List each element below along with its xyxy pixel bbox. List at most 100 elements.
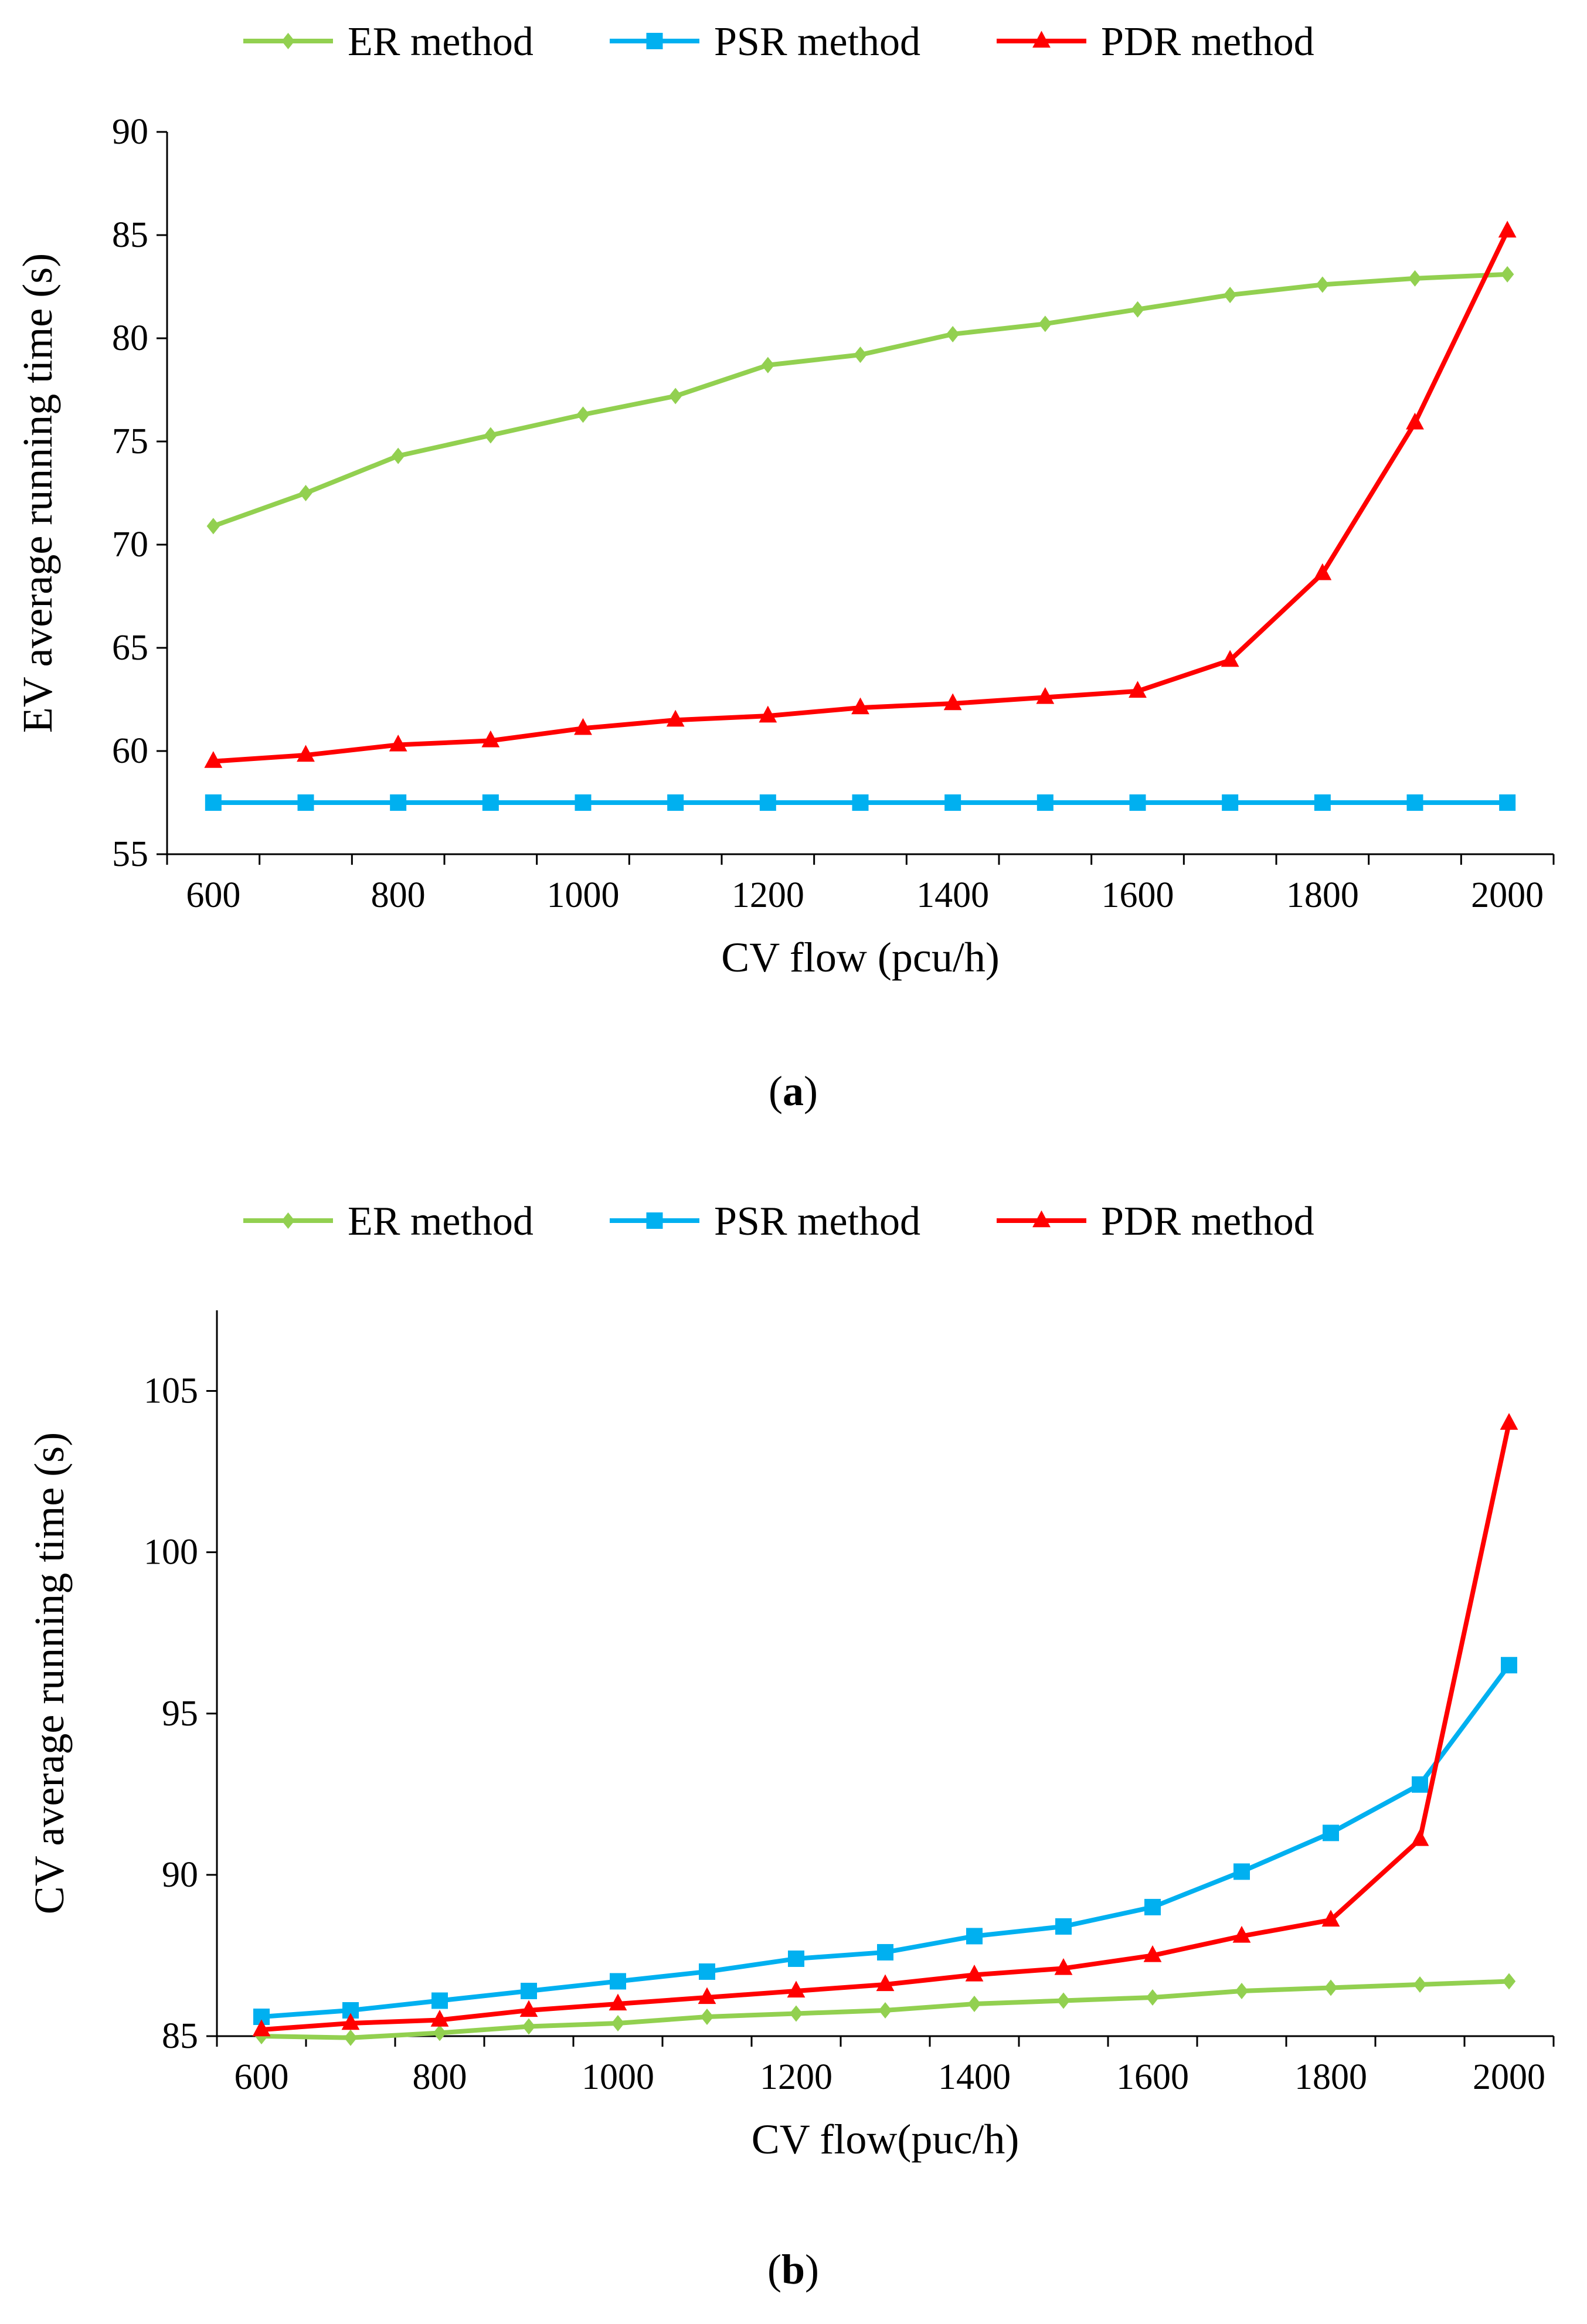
y-tick-label: 60	[112, 731, 148, 771]
x-tick-label: 800	[413, 2057, 467, 2097]
legend-entry: PSR method	[610, 1199, 920, 1244]
caption-letter: b	[781, 2246, 805, 2293]
data-point	[390, 794, 407, 811]
data-point	[611, 2014, 625, 2031]
x-tick-label: 600	[186, 875, 240, 915]
data-point	[1412, 1776, 1428, 1793]
legend-entry: ER method	[243, 19, 533, 64]
data-point	[341, 2013, 360, 2030]
data-point	[668, 388, 682, 405]
data-point	[519, 2000, 538, 2017]
series-line	[212, 271, 1508, 529]
data-point	[1502, 1973, 1516, 1990]
data-point	[1406, 794, 1423, 811]
data-point	[965, 1964, 984, 1982]
data-point	[1129, 794, 1146, 811]
data-point	[1129, 681, 1147, 698]
data-point	[1146, 1989, 1160, 2006]
x-tick-label: 1000	[547, 875, 620, 915]
data-point	[1131, 301, 1144, 318]
series-line	[261, 1663, 1511, 2019]
data-point	[1222, 794, 1239, 811]
data-point	[666, 709, 685, 727]
data-point	[761, 356, 775, 373]
data-point	[854, 346, 867, 363]
legend-label: ER method	[348, 19, 533, 64]
y-tick-label: 100	[144, 1533, 198, 1572]
y-tick-label: 95	[162, 1694, 198, 1734]
data-point	[876, 1974, 895, 1992]
data-point	[944, 794, 961, 811]
data-point	[431, 1992, 448, 2009]
data-point	[1037, 794, 1054, 811]
data-point	[574, 718, 592, 735]
data-point	[344, 2029, 358, 2046]
data-point	[1498, 220, 1517, 238]
data-point	[787, 1980, 806, 1998]
data-point	[1501, 1657, 1517, 1674]
data-point	[667, 794, 684, 811]
caption-close: )	[805, 2246, 819, 2293]
data-point	[966, 1928, 983, 1945]
data-point	[1499, 794, 1516, 811]
legend-entry: PSR method	[610, 19, 920, 64]
data-point	[1038, 315, 1052, 332]
data-point	[1406, 412, 1424, 430]
data-point	[206, 518, 220, 535]
legend-swatch-marker	[281, 1212, 295, 1229]
caption-close: )	[804, 1068, 818, 1115]
data-point	[1500, 1413, 1518, 1430]
data-point	[1233, 1863, 1250, 1880]
legend-swatch-marker	[1032, 1210, 1051, 1228]
data-point	[1411, 1829, 1429, 1846]
y-tick-label: 90	[162, 1855, 198, 1895]
data-point	[204, 751, 223, 768]
legend-entry: PDR method	[997, 1199, 1314, 1244]
data-point	[433, 2024, 447, 2041]
x-tick-label: 1800	[1294, 2057, 1367, 2097]
data-point	[1324, 1979, 1338, 1996]
data-point	[1316, 276, 1330, 293]
data-point	[946, 325, 960, 342]
data-point	[1413, 1976, 1427, 1993]
data-point	[1143, 1945, 1162, 1962]
data-point	[1323, 1824, 1339, 1841]
y-tick-label: 55	[112, 834, 148, 874]
data-point	[252, 2019, 271, 2037]
data-point	[610, 1973, 626, 1990]
y-tick-label: 80	[112, 318, 148, 358]
data-point	[698, 1987, 716, 2004]
data-point	[1313, 563, 1332, 580]
series-psr-method	[205, 794, 1516, 811]
legend-swatch-marker	[646, 33, 663, 49]
series-pdr-method	[252, 1413, 1518, 2037]
x-tick-label: 600	[235, 2057, 289, 2097]
x-axis-title: CV flow (pcu/h)	[721, 934, 1000, 981]
data-point	[299, 485, 312, 501]
x-axis-title: CV flow(puc/h)	[752, 2116, 1020, 2163]
legend-label: PDR method	[1101, 19, 1314, 64]
data-point	[851, 697, 869, 715]
data-point	[297, 794, 314, 811]
data-point	[1144, 1898, 1161, 1915]
data-point	[1221, 650, 1239, 667]
panel-caption: (a)	[769, 1068, 818, 1115]
series-psr-method	[253, 1657, 1517, 2025]
data-point	[481, 730, 500, 748]
x-tick-label: 1400	[938, 2057, 1011, 2097]
y-tick-label: 105	[144, 1371, 198, 1411]
legend-label: ER method	[348, 1199, 533, 1244]
x-tick-label: 1200	[760, 2057, 832, 2097]
data-point	[609, 1993, 627, 2011]
x-tick-label: 1000	[582, 2057, 654, 2097]
legend-label: PSR method	[714, 1199, 920, 1244]
chart-a: 55 60 65 70 75 80 85 90 600 800 1000 1200 1400 1600 18…	[14, 19, 1555, 1115]
data-point	[205, 794, 222, 811]
data-point	[1055, 1918, 1072, 1935]
legend-label: PDR method	[1101, 1199, 1314, 1244]
caption-open: (	[767, 2246, 781, 2293]
y-tick-label: 70	[112, 525, 148, 565]
data-point	[1314, 794, 1331, 811]
data-point	[789, 2005, 803, 2022]
